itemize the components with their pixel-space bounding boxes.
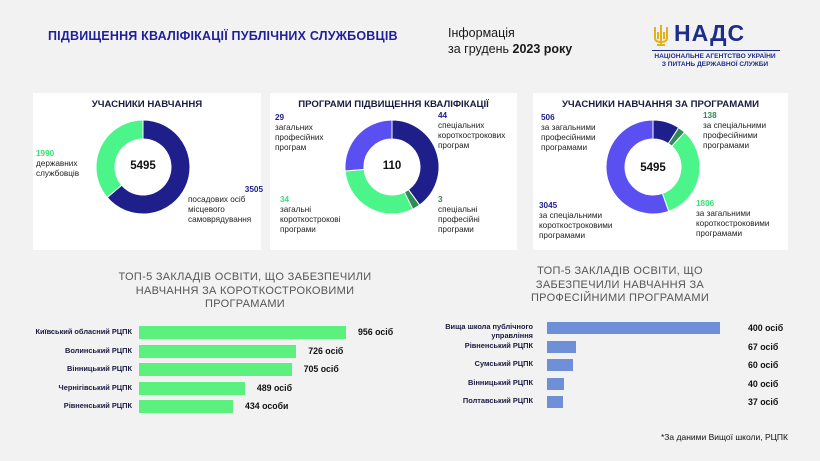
bar-value-label: 60 осіб [748, 360, 779, 371]
donut-slice-29 [344, 119, 393, 172]
bar-value-label: 67 осіб [748, 341, 779, 352]
bar [139, 400, 233, 413]
bar [139, 363, 292, 376]
slice-text: державних службовців [36, 159, 80, 178]
slice-text: за спеціальними короткостроковими програ… [539, 211, 613, 240]
chart-title: ПРОГРАМИ ПІДВИЩЕННЯ КВАЛІФІКАЦІЇ [298, 99, 489, 110]
info-period: за грудень [448, 42, 513, 56]
bar-value-label: 40 осіб [748, 378, 779, 389]
bar-chart-title-short: ТОП-5 ЗАКЛАДІВ ОСВІТИ, ЩО ЗАБЕЗПЕЧИЛИ НА… [118, 271, 372, 310]
nads-logo: НАДС НАЦІОНАЛЬНЕ АГЕНТСТВО УКРАЇНИ З ПИТ… [650, 20, 780, 70]
slice-label-138: 138 за спеціальними професійними програм… [703, 111, 785, 151]
slice-value: 506 [541, 113, 555, 122]
bar-value-label: 37 осіб [748, 397, 779, 408]
bar-chart-title-professional: ТОП-5 ЗАКЛАДІВ ОСВІТИ, ЩО ЗАБЕЗПЕЧИЛИ НА… [530, 265, 710, 304]
slice-value: 138 [703, 111, 717, 120]
trident-icon [654, 25, 668, 46]
participants-card: УЧАСНИКИ НАВЧАННЯ 5495 1990 державних сл… [33, 93, 263, 250]
bar [547, 396, 563, 409]
info-line2: за грудень 2023 року [448, 41, 572, 57]
slice-label-3: 3 спеціальні професійні програми [438, 195, 508, 235]
logo-brand: НАДС [674, 20, 746, 46]
bar [547, 377, 565, 390]
slice-label-3505: 3505 посадових осіб місцевого самоврядув… [188, 185, 263, 225]
slice-value: 1990 [36, 149, 55, 158]
slice-value: 34 [280, 195, 290, 204]
info-year: 2023 року [512, 42, 573, 56]
slice-value: 3045 [539, 201, 558, 210]
bar [139, 381, 245, 395]
bar-category-label: Вінницький РЦПК [67, 364, 132, 373]
info-line1: Інформація [448, 26, 515, 40]
slice-label-44: 44 спеціальних короткострокових програм [438, 111, 518, 151]
chart-title: УЧАСНИКИ НАВЧАННЯ [91, 99, 203, 110]
slice-label-506: 506 за загальними професійними програмам… [541, 113, 611, 153]
programs-card: ПРОГРАМИ ПІДВИЩЕННЯ КВАЛІФІКАЦІЇ 110 29 … [270, 93, 517, 250]
logo-subtitle-1: НАЦІОНАЛЬНЕ АГЕНТСТВО УКРАЇНИ [654, 53, 776, 60]
bar-category-label: Київський обласний РЦПК [35, 327, 132, 336]
donut-slice-3045 [605, 119, 670, 215]
bar-category-label: Вища школа публічного управління [445, 322, 533, 340]
slice-value: 3505 [244, 185, 263, 194]
slice-text: за спеціальними професійними програмами [703, 121, 767, 150]
bar-category-label: Рівненський РЦПК [464, 340, 533, 350]
slice-text: спеціальних короткострокових програм [438, 121, 506, 150]
slice-label-34: 34 загальні короткострокові програми [280, 195, 360, 235]
footnote: *За даними Вищої школи, РЦПК [660, 432, 788, 442]
bar [547, 340, 576, 353]
donut-total: 110 [382, 160, 402, 172]
bar-value-label: 956 осіб [358, 327, 394, 337]
donut-total: 5495 [640, 162, 666, 174]
bar-value-label: 705 осіб [303, 364, 339, 374]
donut-total: 5495 [130, 160, 156, 172]
slice-value: 29 [275, 113, 285, 122]
report-info: Інформація за грудень 2023 року [448, 25, 572, 57]
donut-slice-44 [391, 119, 440, 206]
slice-value: 1806 [696, 199, 715, 208]
bar-category-label: Волинський РЦПК [64, 345, 132, 355]
slice-value: 44 [438, 111, 448, 120]
donut-slice-1990 [95, 119, 144, 199]
bar-value-label: 726 осіб [308, 345, 344, 356]
slice-label-3045: 3045 за спеціальними короткостроковими п… [539, 201, 629, 241]
bar-category-label: Чернігівський РЦПК [58, 382, 132, 392]
slice-text: посадових осіб місцевого самоврядування [188, 195, 252, 224]
slice-text: спеціальні професійні програми [438, 205, 480, 234]
bar [547, 359, 573, 372]
bar [139, 326, 346, 339]
bar-category-label: Полтавський РЦПК [462, 396, 533, 406]
slice-label-1806: 1806 за загальними короткостроковими про… [696, 199, 786, 239]
bar-category-label: Сумський РЦПК [474, 359, 533, 369]
chart-title: УЧАСНИКИ НАВЧАННЯ ЗА ПРОГРАМАМИ [561, 99, 760, 110]
donut-chart [344, 119, 440, 215]
slice-text: загальних професійних програм [275, 123, 324, 152]
slice-value: 3 [438, 195, 443, 204]
slice-text: за загальними короткостроковими програма… [696, 209, 770, 238]
bar-value-label: 489 осіб [256, 382, 293, 393]
slice-text: за загальними професійними програмами [541, 123, 596, 152]
bar-category-label: Рівненський РЦПК [63, 401, 132, 410]
slice-label-29: 29 загальних професійних програм [275, 113, 347, 153]
donut-slice-3505 [106, 119, 191, 215]
donut-chart [95, 119, 191, 215]
slice-label-1990: 1990 державних службовців [36, 149, 91, 179]
bar-value-label: 434 особи [244, 401, 289, 411]
slice-text: загальні короткострокові програми [280, 205, 341, 234]
logo-divider [652, 50, 780, 51]
bar-category-label: Вінницький РЦПК [468, 377, 533, 387]
donut-chart [605, 119, 701, 215]
bar [547, 322, 720, 334]
bar-value-label: 400 осіб [748, 323, 784, 333]
bar [139, 344, 297, 358]
participants-by-program-card: УЧАСНИКИ НАВЧАННЯ ЗА ПРОГРАМАМИ 5495 506… [533, 93, 788, 250]
logo-subtitle-2: З ПИТАНЬ ДЕРЖАВНОЇ СЛУЖБИ [661, 61, 769, 68]
page-title: ПІДВИЩЕННЯ КВАЛІФІКАЦІЇ ПУБЛІЧНИХ СЛУЖБО… [48, 29, 398, 43]
